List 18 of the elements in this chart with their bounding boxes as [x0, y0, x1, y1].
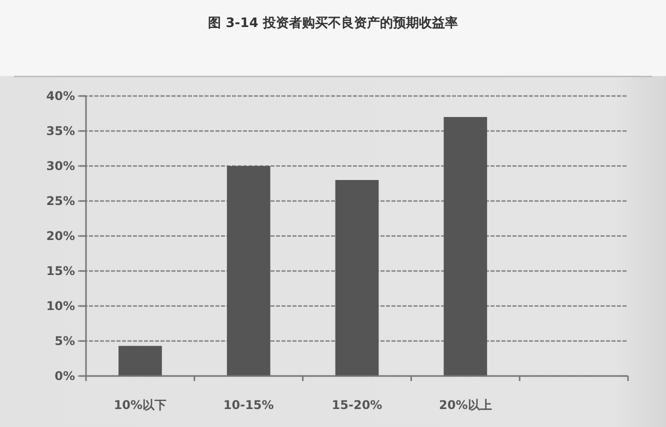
y-tick-label: 0% [54, 369, 75, 384]
y-tick-label: 30% [46, 159, 75, 174]
y-tick-label: 40% [46, 89, 75, 104]
x-tick-label: 10-15% [223, 398, 274, 412]
x-tick-label: 15-20% [332, 398, 382, 412]
y-tick-label: 10% [46, 299, 75, 314]
bar [444, 117, 488, 376]
x-tick-label: 20%以上 [439, 398, 492, 412]
bar [335, 180, 379, 376]
y-tick-label: 20% [46, 229, 75, 244]
bar [118, 346, 162, 376]
y-tick-label: 15% [46, 264, 75, 278]
bar [226, 166, 270, 376]
x-tick-label: 10%以下 [114, 398, 167, 412]
chart-title: 图 3-14 投资者购买不良资产的预期收益率 [208, 15, 458, 31]
y-tick-label: 35% [46, 124, 75, 138]
y-tick-label: 5% [54, 334, 75, 348]
y-tick-label: 25% [46, 194, 75, 208]
